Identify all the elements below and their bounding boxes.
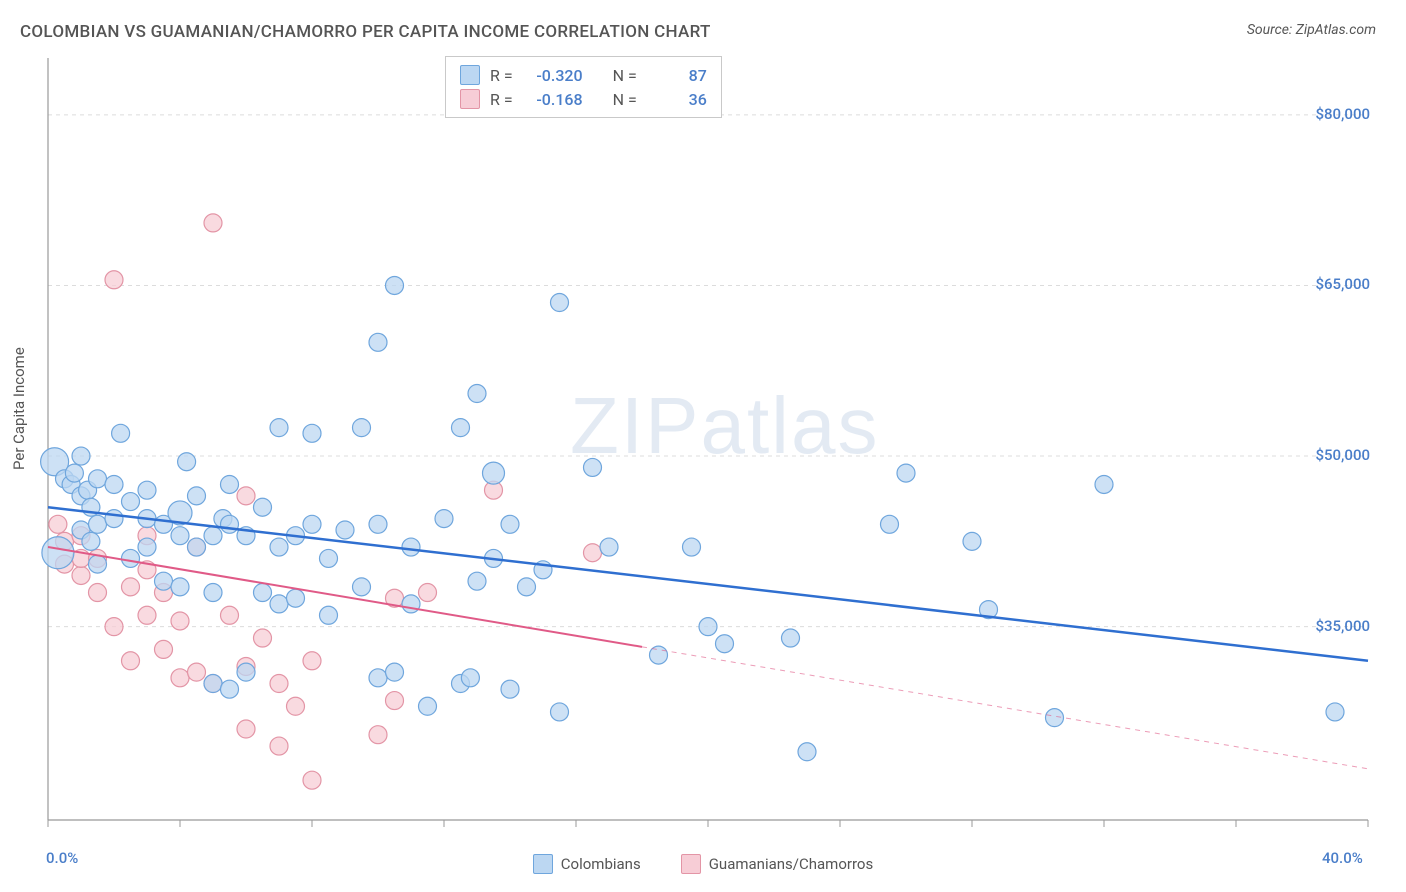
r-label: R = [490, 90, 513, 109]
r-value-guamanians: -0.168 [523, 90, 583, 109]
stats-row-colombians: R = -0.320 N = 87 [460, 63, 707, 87]
stats-legend-box: R = -0.320 N = 87 R = -0.168 N = 36 [445, 56, 722, 118]
n-value-guamanians: 36 [647, 90, 707, 109]
n-label: N = [613, 66, 637, 85]
n-label: N = [613, 90, 637, 109]
legend-item-colombians: Colombians [533, 854, 641, 874]
stats-row-guamanians: R = -0.168 N = 36 [460, 87, 707, 111]
n-value-colombians: 87 [647, 66, 707, 85]
x-tick-label: 40.0% [1322, 849, 1363, 867]
y-tick-label: $65,000 [1315, 275, 1370, 293]
legend-label-colombians: Colombians [561, 855, 641, 873]
x-tick-label: 0.0% [46, 849, 78, 867]
r-value-colombians: -0.320 [523, 66, 583, 85]
y-tick-label: $80,000 [1315, 105, 1370, 123]
legend-bottom: Colombians Guamanians/Chamorros [0, 854, 1406, 874]
swatch-colombians-icon [460, 65, 480, 85]
y-tick-label: $50,000 [1315, 446, 1370, 464]
swatch-guamanians-icon [681, 854, 701, 874]
swatch-colombians-icon [533, 854, 553, 874]
r-label: R = [490, 66, 513, 85]
legend-item-guamanians: Guamanians/Chamorros [681, 854, 873, 874]
scatter-chart [0, 0, 1406, 892]
swatch-guamanians-icon [460, 89, 480, 109]
legend-label-guamanians: Guamanians/Chamorros [709, 855, 873, 873]
y-tick-label: $35,000 [1315, 617, 1370, 635]
